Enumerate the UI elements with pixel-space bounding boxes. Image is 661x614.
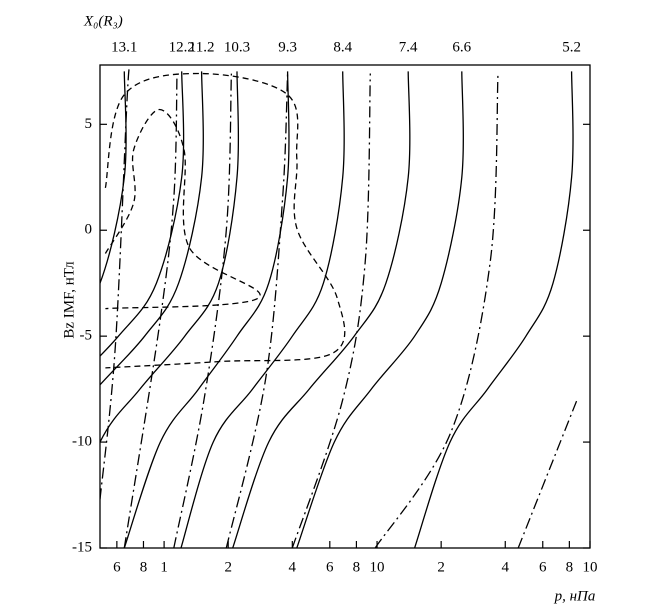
curve-solid — [123, 71, 290, 548]
curve-solid — [232, 71, 411, 548]
top-axis-title: X₀(R₃) — [83, 13, 123, 29]
curve-label: 10.3 — [224, 39, 250, 55]
curve-label: 12.2 — [169, 39, 195, 55]
curve-label: 6.6 — [452, 39, 471, 55]
curve-dashdot — [291, 73, 371, 548]
curve-dashed — [104, 108, 261, 310]
x-tick-label: 6 — [113, 559, 121, 575]
curve-label: 11.2 — [189, 39, 215, 55]
curve-solid — [100, 71, 204, 386]
curve-label: 8.4 — [333, 39, 352, 55]
curve-label: 9.3 — [278, 39, 297, 55]
curve-solid — [100, 71, 185, 358]
curve-dashdot — [100, 67, 131, 500]
x-tick-label: 8 — [566, 559, 574, 575]
curve-solid — [296, 71, 464, 548]
x-axis-label: p, нПа — [554, 588, 596, 604]
x-tick-label: 6 — [326, 559, 334, 575]
curve-solid — [100, 71, 240, 444]
x-tick-label: 8 — [353, 559, 361, 575]
x-tick-label: 8 — [140, 559, 148, 575]
curve-solid — [180, 71, 345, 548]
x-tick-label: 10 — [583, 559, 598, 575]
curve-solid — [100, 71, 127, 285]
curve-label: 13.1 — [111, 39, 137, 55]
y-tick-label: -15 — [72, 539, 92, 555]
x-tick-label: 4 — [289, 559, 297, 575]
curve-dashdot — [225, 73, 289, 548]
curve-label: 5.2 — [562, 39, 581, 55]
plot-frame — [99, 64, 591, 549]
x-tick-label: 2 — [224, 559, 232, 575]
y-tick-label: -10 — [72, 434, 92, 450]
y-axis-label: Bz IMF, нТл — [61, 261, 77, 339]
curve-solid — [413, 71, 574, 548]
curves — [100, 67, 578, 548]
y-tick-label: 0 — [85, 222, 93, 238]
y-tick-label: -5 — [80, 328, 93, 344]
curve-dashed — [104, 72, 346, 369]
curve-dashdot — [123, 73, 178, 548]
x-tick-label: 2 — [437, 559, 445, 575]
x-tick-label: 4 — [502, 559, 510, 575]
y-tick-label: 5 — [85, 116, 93, 132]
curve-dashdot — [517, 399, 578, 548]
x-tick-label: 6 — [539, 559, 547, 575]
x-tick-label: 10 — [370, 559, 385, 575]
curve-label: 7.4 — [399, 39, 418, 55]
x-tick-label: 1 — [160, 559, 168, 575]
curve-dashdot — [374, 73, 499, 548]
curve-dashdot — [173, 73, 233, 548]
